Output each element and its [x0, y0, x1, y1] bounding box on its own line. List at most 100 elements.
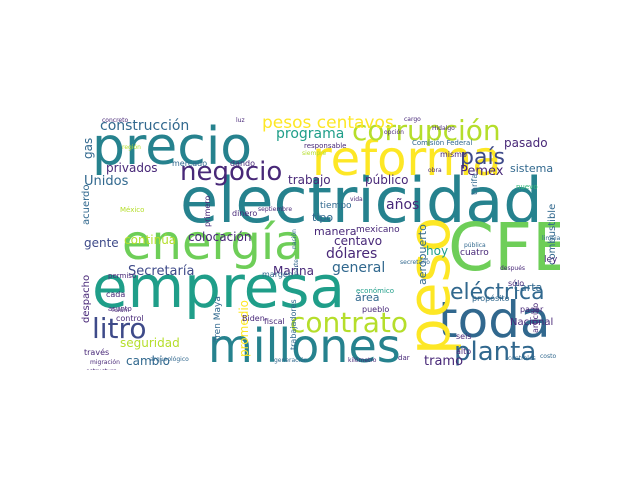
word-energia: energía — [122, 215, 304, 271]
word-pueblo: pueblo — [362, 305, 390, 314]
word-ley: ley — [544, 255, 558, 265]
word-dar: dar — [398, 354, 410, 362]
word-mexico: México — [120, 206, 145, 214]
word-sistema: sistema — [510, 162, 554, 175]
word-vida: vida — [350, 196, 363, 203]
word-tipo: tipo — [312, 211, 334, 224]
word-mismo: mismo — [440, 150, 467, 159]
word-publico: público — [365, 173, 409, 187]
word-gas: gas — [81, 137, 95, 159]
word-centrales: centrales — [508, 355, 536, 362]
word-dando: dando — [230, 159, 256, 168]
word-precio: precio — [92, 117, 253, 177]
word-cambio: cambio — [126, 354, 170, 368]
word-nuevo: nuevo — [516, 183, 538, 191]
word-promedio: promedio — [237, 300, 251, 357]
word-siempre: siempre — [302, 150, 327, 157]
word-centavo: centavo — [334, 234, 383, 248]
word-luz: luz — [236, 117, 245, 124]
word-electrica: eléctrica — [450, 280, 545, 305]
word-seguridad: seguridad — [120, 336, 180, 350]
word-trabajadores: trabajadores — [289, 299, 298, 350]
word-pesos-centavos: pesos centavos — [262, 115, 394, 133]
word-parte: parte — [293, 259, 300, 275]
word-kilometro: kilómetro — [348, 357, 377, 364]
word-estructura: estructura — [86, 369, 117, 371]
word-traves: través — [84, 348, 110, 357]
word-margen: margen — [262, 270, 293, 279]
word-pagar: pagar — [520, 305, 544, 314]
word-region: región — [122, 144, 141, 151]
word-continua: continúa — [124, 233, 177, 247]
word-pais: país — [460, 145, 506, 170]
word-construccion: construcción — [100, 118, 190, 134]
word-despues: después — [500, 265, 526, 272]
word-proposito: propósito — [472, 294, 510, 303]
word-toda: toda — [438, 291, 551, 349]
word-pemex: Pemex — [460, 164, 504, 179]
word-planta: planta — [454, 337, 537, 367]
word-unidos: Unidos — [84, 174, 129, 189]
word-dinero: dinero — [232, 209, 258, 218]
word-cargo: cargo — [404, 116, 421, 123]
word-articulo: artículo — [531, 302, 540, 333]
word-nacion: nación — [291, 229, 298, 249]
word-responsable: responsable — [304, 142, 347, 150]
word-hoy: hoy — [426, 244, 449, 258]
word-cloud: electricidad empresa CFE precio reforma energ… — [80, 115, 560, 370]
word-cfe: CFE — [448, 209, 560, 286]
word-tiempo: tiempo — [320, 201, 352, 211]
word-secretario: secretario — [400, 259, 430, 266]
word-area: área — [355, 291, 380, 304]
word-cada: cada — [106, 290, 126, 299]
word-costo: costo — [540, 353, 557, 360]
word-publica: pública — [464, 242, 486, 249]
word-obra: obra — [428, 167, 442, 174]
word-septiembre: septiembre — [258, 206, 293, 213]
word-economico: económico — [356, 287, 395, 295]
word-corrupcion: corrupción — [352, 115, 501, 147]
word-reforma: reforma — [312, 131, 502, 187]
word-permiso: permiso — [108, 272, 137, 280]
word-colocacion: colocación — [188, 230, 252, 244]
word-asunto: asunto — [108, 305, 132, 313]
word-privados: privados — [106, 161, 158, 175]
word-carta: carta — [514, 281, 543, 294]
word-general: general — [332, 260, 386, 276]
word-tren-maya: Tren Maya — [213, 296, 223, 342]
word-anos: años — [386, 197, 420, 213]
word-aeropuerto: aeropuerto — [416, 224, 429, 285]
word-dolares: dólares — [326, 246, 378, 262]
word-primero: primero — [203, 195, 212, 227]
word-mercado: mercado — [172, 159, 208, 168]
word-marina: Marina — [273, 264, 314, 278]
word-manera: manera — [314, 225, 357, 238]
word-fulum: fulum — [112, 307, 130, 314]
word-gente: gente — [84, 236, 119, 250]
word-programa: programa — [276, 126, 345, 142]
word-limpia: limpia — [542, 235, 560, 242]
word-electricidad: electricidad — [180, 164, 543, 237]
word-mexicano: mexicano — [356, 225, 400, 235]
word-acuerdo: acuerdo — [81, 184, 92, 225]
word-pasado: pasado — [504, 136, 548, 150]
word-concreto: concreto — [102, 117, 129, 124]
word-generacion: generación — [274, 357, 308, 364]
word-comision-federal: Comisión Federal — [412, 139, 473, 147]
word-arqueologico: arqueológico — [150, 356, 189, 363]
word-fiscal: fiscal — [264, 317, 285, 326]
word-millones: millones — [208, 319, 401, 370]
word-cuatro: cuatro — [460, 248, 489, 258]
word-alto: alto — [456, 347, 472, 356]
word-opcion: opción — [384, 129, 404, 136]
word-trabajo: trabajo — [288, 173, 331, 187]
word-negocio: negocio — [180, 157, 283, 187]
word-seis: seis — [456, 332, 472, 341]
word-tarifa: tarifa — [470, 173, 479, 195]
word-contrato: contrato — [290, 306, 409, 339]
word-solo: sólo — [508, 279, 525, 288]
word-control: control — [116, 314, 144, 323]
word-migracion: migración — [90, 359, 120, 366]
word-biden: Biden — [242, 314, 265, 323]
word-nacional: Nacional — [510, 317, 554, 328]
